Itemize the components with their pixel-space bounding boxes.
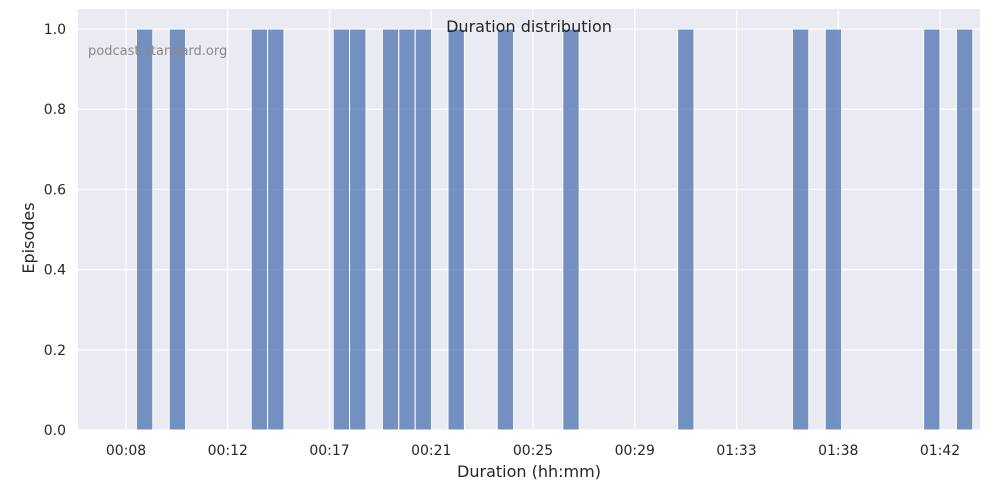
- y-axis-label: Episodes: [19, 202, 38, 273]
- y-tick-label: 0.2: [44, 343, 66, 359]
- y-tick-label: 0.6: [44, 182, 66, 198]
- histogram-bar: [791, 28, 810, 431]
- y-tick-label: 0.8: [44, 102, 66, 118]
- x-tick-label: 00:17: [309, 443, 349, 459]
- histogram-bar: [168, 28, 187, 431]
- x-tick-label: 00:29: [615, 443, 655, 459]
- x-tick-label: 00:25: [513, 443, 553, 459]
- histogram-bar: [562, 28, 580, 431]
- histogram-bar: [677, 28, 695, 431]
- histogram-bar: [332, 28, 351, 431]
- bars: [135, 28, 974, 431]
- x-axis-ticks: 00:08 00:12 00:17 00:21 00:25 00:29 01:33 01:38…: [106, 443, 960, 459]
- y-tick-label: 1.0: [44, 22, 66, 38]
- histogram-bar: [496, 28, 515, 431]
- x-tick-label: 00:21: [411, 443, 451, 459]
- histogram-bar: [955, 28, 974, 431]
- histogram-bar: [250, 28, 269, 431]
- histogram-bar: [824, 28, 843, 431]
- y-tick-label: 0.0: [44, 423, 66, 439]
- histogram-bar: [349, 28, 367, 431]
- histogram-bar: [398, 28, 416, 431]
- histogram-bar: [381, 28, 400, 431]
- x-tick-label: 01:38: [818, 443, 858, 459]
- histogram-bar: [447, 28, 465, 431]
- y-axis-ticks: 0.0 0.2 0.4 0.6 0.8 1.0: [44, 22, 66, 439]
- x-tick-label: 00:08: [106, 443, 146, 459]
- histogram-bar: [267, 28, 285, 431]
- x-tick-label: 01:42: [920, 443, 960, 459]
- watermark-text: podcast-standard.org: [88, 44, 227, 59]
- plot-area: [78, 9, 980, 430]
- histogram-bar: [414, 28, 433, 431]
- x-tick-label: 00:12: [208, 443, 248, 459]
- histogram-bar: [923, 28, 941, 431]
- x-axis-label: Duration (hh:mm): [457, 462, 601, 481]
- chart-title: Duration distribution: [446, 17, 612, 36]
- y-tick-label: 0.4: [44, 263, 66, 279]
- x-tick-label: 01:33: [716, 443, 756, 459]
- histogram-bar: [135, 28, 154, 431]
